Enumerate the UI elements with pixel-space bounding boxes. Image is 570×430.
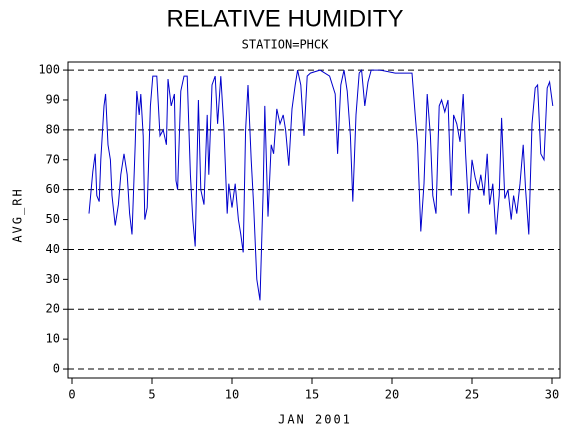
y-tick-label: 70 (46, 152, 60, 166)
y-tick-label: 100 (38, 63, 60, 77)
y-tick-label: 10 (46, 332, 60, 346)
y-tick-label: 90 (46, 92, 60, 106)
y-tick-label: 80 (46, 122, 60, 136)
chart-subtitle: STATION=PHCK (242, 38, 329, 52)
x-tick-label: 5 (148, 388, 155, 402)
x-tick-label: 25 (465, 388, 479, 402)
y-tick-label: 0 (53, 362, 60, 376)
x-tick-label: 10 (225, 388, 239, 402)
x-tick-label: 20 (385, 388, 399, 402)
data-line (88, 68, 554, 301)
y-axis-label: AVG_RH (11, 187, 25, 242)
x-tick-label: 30 (545, 388, 559, 402)
y-tick-label: 20 (46, 302, 60, 316)
y-tick-label: 40 (46, 242, 60, 256)
y-tick-label: 30 (46, 272, 60, 286)
y-tick-label: 50 (46, 212, 60, 226)
y-tick-label: 60 (46, 182, 60, 196)
x-tick-label: 15 (305, 388, 319, 402)
x-axis-label: JAN 2001 (278, 413, 352, 427)
x-tick-label: 0 (68, 388, 75, 402)
chart-title: RELATIVE HUMIDITY (167, 5, 404, 32)
